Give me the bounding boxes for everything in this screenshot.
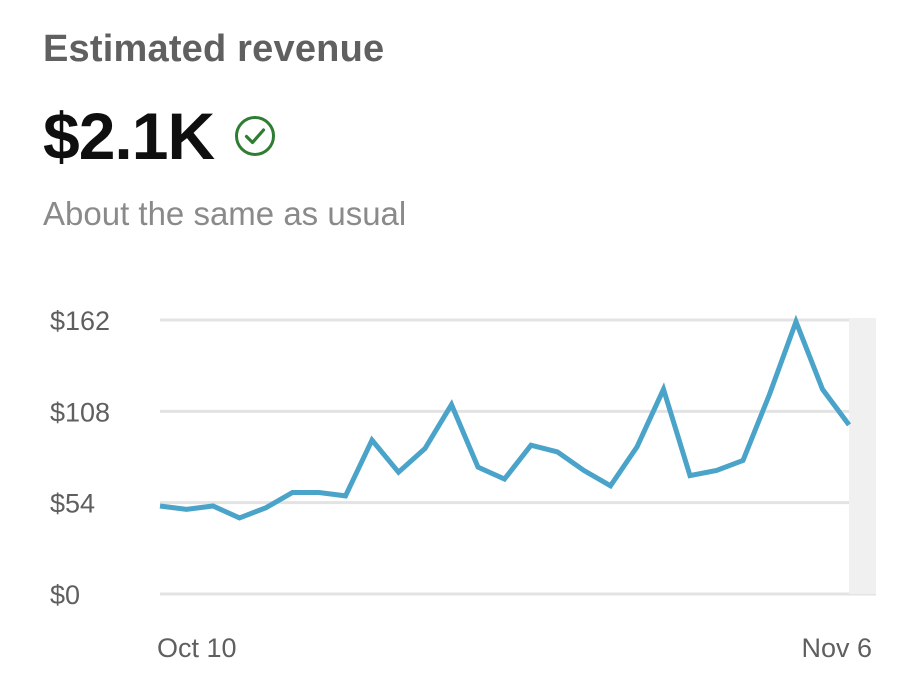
x-tick-label: Nov 6 <box>801 633 872 663</box>
check-circle-icon <box>234 115 276 157</box>
card-title: Estimated revenue <box>43 28 385 70</box>
metric-row: $2.1K <box>43 98 276 174</box>
comparison-subtitle: About the same as usual <box>43 195 407 232</box>
y-tick-label: $162 <box>50 306 110 336</box>
chart-axes: $0 $54 $108 $162 Oct 10 Nov 6 <box>50 306 872 663</box>
latest-point-highlight <box>849 318 876 594</box>
chart-series <box>159 314 852 521</box>
y-tick-label: $54 <box>50 489 95 519</box>
y-tick-label: $0 <box>50 580 80 610</box>
y-tick-label: $108 <box>50 397 110 427</box>
chart-grid <box>160 318 876 596</box>
chart-highlight <box>849 318 876 594</box>
x-tick-label: Oct 10 <box>157 633 237 663</box>
revenue-value: $2.1K <box>43 99 215 173</box>
revenue-series-line <box>159 314 852 521</box>
